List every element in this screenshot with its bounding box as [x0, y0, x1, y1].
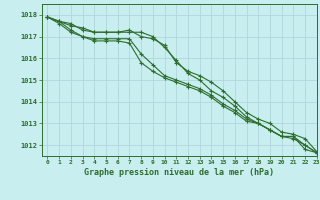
- X-axis label: Graphe pression niveau de la mer (hPa): Graphe pression niveau de la mer (hPa): [84, 168, 274, 177]
